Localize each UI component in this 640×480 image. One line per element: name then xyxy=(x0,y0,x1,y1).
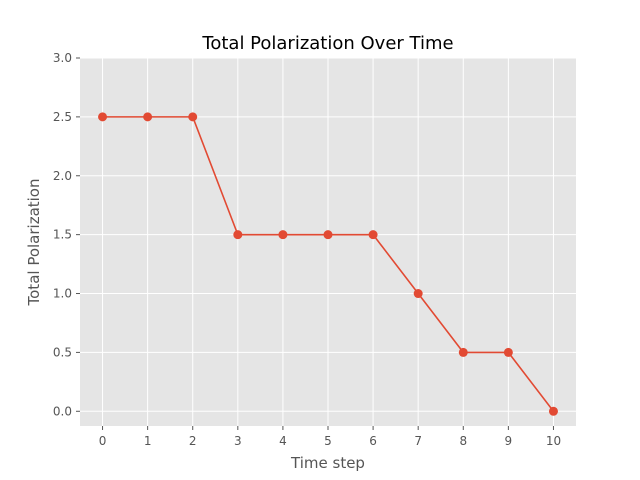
x-tick-label: 9 xyxy=(505,434,513,448)
y-tick-label: 3.0 xyxy=(53,51,72,65)
data-point xyxy=(233,230,243,240)
x-tick-label: 8 xyxy=(459,434,467,448)
axis-ticks: 0 1 2 3 4 5 6 7 8 9 10 0.0 0.5 1.0 1.5 2.0 2.5 3.0 xyxy=(53,51,561,448)
data-point xyxy=(323,230,333,240)
x-tick-label: 7 xyxy=(414,434,422,448)
x-tick-label: 0 xyxy=(99,434,107,448)
x-tick-label: 2 xyxy=(189,434,197,448)
data-point xyxy=(413,289,423,299)
data-point xyxy=(548,406,558,416)
chart-title: Total Polarization Over Time xyxy=(201,33,453,54)
data-point xyxy=(143,112,153,122)
data-point xyxy=(458,347,468,357)
y-tick-label: 1.0 xyxy=(53,287,72,301)
x-tick-label: 6 xyxy=(369,434,377,448)
data-point xyxy=(278,230,288,240)
y-tick-label: 0.0 xyxy=(53,404,72,418)
y-axis-label: Total Polarization xyxy=(25,179,43,307)
x-tick-label: 10 xyxy=(546,434,561,448)
data-point xyxy=(368,230,378,240)
y-tick-label: 2.0 xyxy=(53,169,72,183)
y-tick-label: 2.5 xyxy=(53,110,72,124)
data-point xyxy=(188,112,198,122)
data-point xyxy=(503,347,513,357)
x-tick-label: 5 xyxy=(324,434,332,448)
x-axis-label: Time step xyxy=(290,454,365,472)
series-points xyxy=(98,112,558,416)
y-tick-label: 0.5 xyxy=(53,345,72,359)
y-tick-label: 1.5 xyxy=(53,228,72,242)
x-tick-label: 4 xyxy=(279,434,287,448)
x-tick-label: 1 xyxy=(144,434,152,448)
data-point xyxy=(98,112,108,122)
x-tick-label: 3 xyxy=(234,434,242,448)
